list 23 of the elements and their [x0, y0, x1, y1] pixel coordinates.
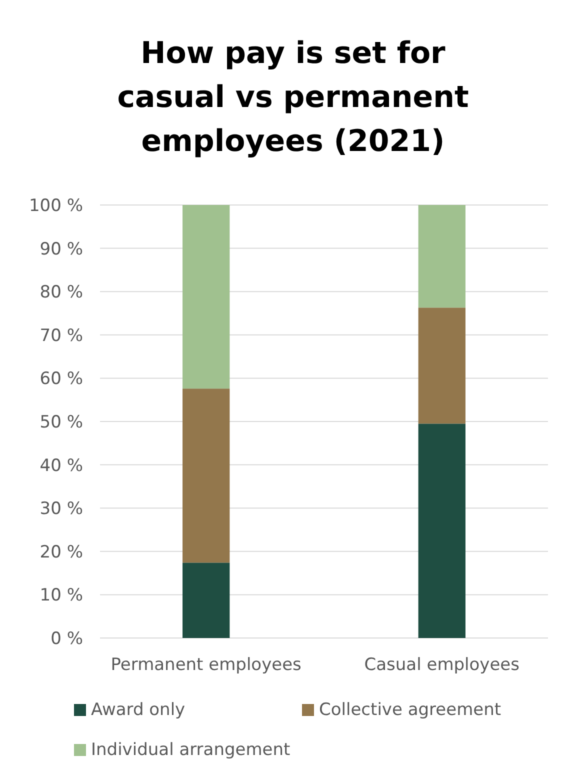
y-tick-label: 10 %: [40, 586, 83, 606]
y-tick-label: 80 %: [40, 282, 83, 303]
y-tick-label: 50 %: [40, 412, 83, 432]
bar: [182, 205, 230, 389]
bar: [182, 388, 230, 563]
y-tick-label: 60 %: [40, 369, 83, 390]
legend-label: Collective agreement: [319, 700, 502, 720]
y-tick-label: 40 %: [40, 456, 83, 476]
bar: [418, 205, 466, 308]
legend-label: Individual arrangement: [91, 740, 291, 760]
y-tick-label: 70 %: [40, 326, 83, 346]
y-tick-label: 100 %: [28, 196, 83, 216]
y-tick-label: 30 %: [40, 499, 83, 520]
y-tick-label: 90 %: [40, 239, 83, 260]
y-tick-label: 0 %: [50, 628, 83, 649]
legend-label: Award only: [91, 700, 186, 720]
bar: [418, 424, 466, 638]
y-tick-label: 20 %: [40, 542, 83, 562]
bar: [418, 308, 466, 424]
bar: [182, 562, 230, 638]
x-tick-label: Casual employees: [364, 655, 520, 675]
chart-title: How pay is set for casual vs permanent employees (2021): [117, 36, 469, 159]
x-tick-label: Permanent employees: [110, 655, 302, 675]
